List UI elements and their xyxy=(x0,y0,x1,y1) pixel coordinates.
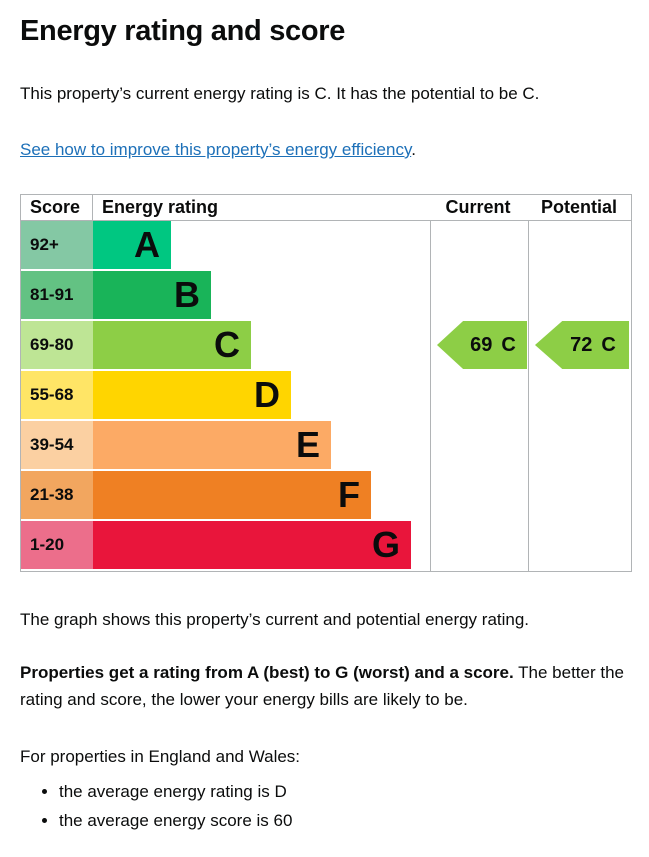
band-row-b: 81-91 B xyxy=(21,271,211,319)
band-bar-d: D xyxy=(93,371,291,419)
chart-caption: The graph shows this property’s current … xyxy=(20,610,530,629)
energy-rating-chart: Score Energy rating Current Potential 92… xyxy=(20,194,632,572)
band-row-e: 39-54 E xyxy=(21,421,331,469)
potential-score: 72 xyxy=(570,333,593,356)
improve-efficiency-link[interactable]: See how to improve this property’s energ… xyxy=(20,140,412,159)
current-column-divider xyxy=(430,221,431,571)
regions-intro: For properties in England and Wales: xyxy=(20,747,301,766)
improve-link-line: See how to improve this property’s energ… xyxy=(20,140,632,160)
potential-band: C xyxy=(601,333,616,356)
band-bar-a: A xyxy=(93,221,171,269)
score-range-f: 21-38 xyxy=(21,471,93,519)
band-row-f: 21-38 F xyxy=(21,471,371,519)
band-row-c: 69-80 C xyxy=(21,321,251,369)
rating-explanation-rest: The better the rating and score, the low… xyxy=(20,663,624,709)
rating-explanation: Properties get a rating from A (best) to… xyxy=(20,659,632,713)
average-score-item: the average energy score is 60 xyxy=(59,811,632,831)
link-suffix: . xyxy=(411,140,416,159)
band-bar-b: B xyxy=(93,271,211,319)
column-header-potential: Potential xyxy=(540,197,617,217)
band-bar-g: G xyxy=(93,521,411,569)
current-score: 69 xyxy=(470,333,493,356)
potential-rating-arrow: 72 C xyxy=(535,321,629,369)
score-range-b: 81-91 xyxy=(21,271,93,319)
chart-body: 92+ A 81-91 B 69-80 C 55-68 D 39-54 E 21-38 F 1-20 G … xyxy=(21,221,631,571)
average-rating-item: the average energy rating is D xyxy=(59,782,632,802)
potential-column-divider xyxy=(528,221,529,571)
score-range-e: 39-54 xyxy=(21,421,93,469)
band-row-g: 1-20 G xyxy=(21,521,411,569)
energy-rating-page: Energy rating and score This property’s … xyxy=(0,15,649,831)
chart-header-row: Score Energy rating Current Potential xyxy=(21,195,631,221)
band-row-d: 55-68 D xyxy=(21,371,291,419)
column-header-current: Current xyxy=(445,197,511,217)
band-bar-e: E xyxy=(93,421,331,469)
column-header-rating: Energy rating xyxy=(102,197,219,217)
band-bar-f: F xyxy=(93,471,371,519)
band-row-a: 92+ A xyxy=(21,221,171,269)
current-rating-arrow: 69 C xyxy=(437,321,527,369)
current-rating-label: 69 C xyxy=(470,334,516,357)
band-bar-c: C xyxy=(93,321,251,369)
potential-rating-label: 72 C xyxy=(570,334,616,357)
averages-list: the average energy rating is D the avera… xyxy=(20,782,632,831)
score-range-g: 1-20 xyxy=(21,521,93,569)
page-title: Energy rating and score xyxy=(20,15,346,47)
score-range-c: 69-80 xyxy=(21,321,93,369)
rating-explanation-bold: Properties get a rating from A (best) to… xyxy=(20,663,514,682)
current-band: C xyxy=(501,333,516,356)
score-range-d: 55-68 xyxy=(21,371,93,419)
intro-text: This property’s current energy rating is… xyxy=(20,84,540,103)
column-header-score: Score xyxy=(21,195,93,220)
score-range-a: 92+ xyxy=(21,221,93,269)
